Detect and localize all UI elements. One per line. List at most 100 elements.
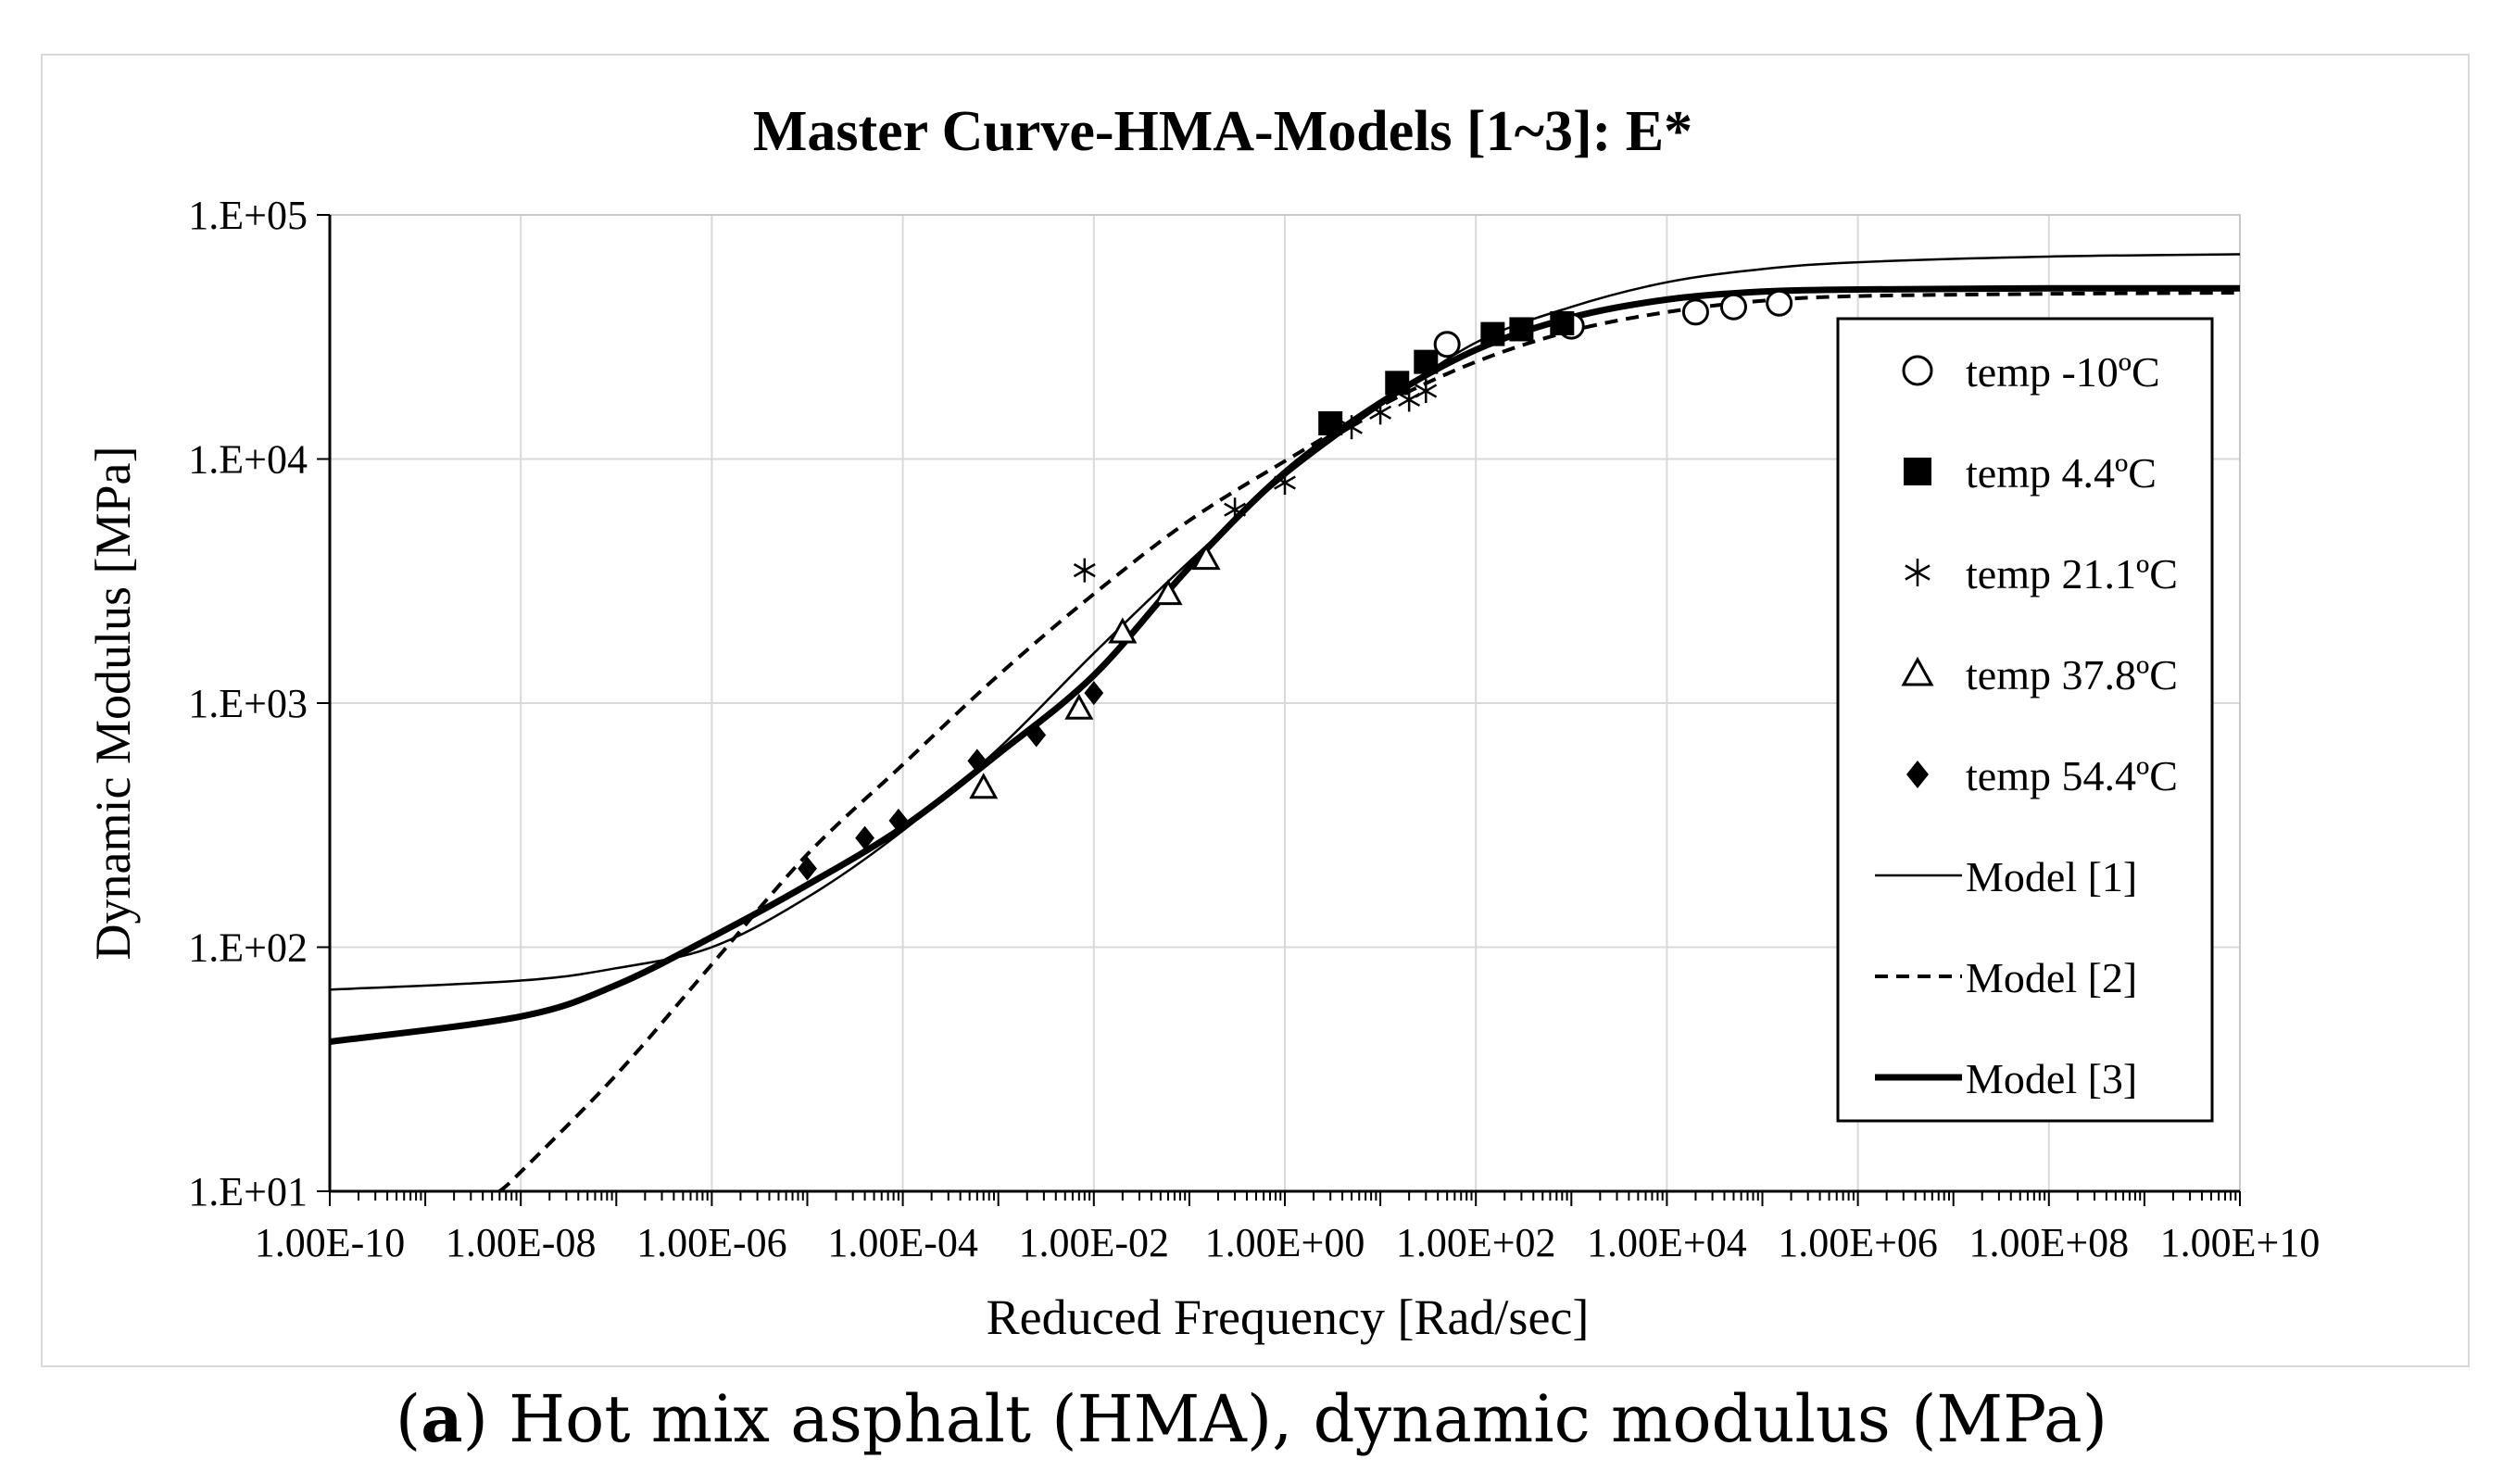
- legend-marker-shape: [1902, 355, 1933, 386]
- series-layer: [330, 253, 2240, 1191]
- data-point: [1318, 410, 1343, 435]
- x-tick-label: 1.00E-08: [446, 1220, 597, 1265]
- data-point: [1026, 723, 1047, 748]
- legend-marker: [1901, 656, 1934, 686]
- legend-label: temp -10ºC: [1966, 348, 2160, 396]
- data-point-shape: [1433, 331, 1461, 358]
- legend-box: [1836, 317, 2214, 1123]
- legend-label: Model [3]: [1966, 1055, 2137, 1102]
- legend-marker: [1905, 559, 1931, 586]
- data-point-shape: [1108, 617, 1138, 644]
- data-point: [888, 808, 909, 833]
- data-point: [1385, 371, 1410, 396]
- data-point-shape: [1153, 579, 1183, 606]
- caption-text: Hot mix asphalt (HMA), dynamic modulus (…: [509, 1381, 2108, 1457]
- data-point: [1414, 349, 1439, 374]
- legend-label: temp 54.4ºC: [1966, 752, 2178, 799]
- data-point-shape: [1681, 298, 1709, 326]
- data-point-shape: [969, 773, 999, 799]
- legend-item-temp-10-c: temp -10ºC: [1902, 348, 2160, 396]
- data-point: [1274, 471, 1296, 496]
- data-point-shape: [1719, 293, 1747, 321]
- x-tick-label: 1.00E-02: [1019, 1220, 1170, 1265]
- series-temp-37-8-c: [969, 544, 1221, 799]
- y-tick-label: 1.E+01: [188, 1169, 308, 1214]
- x-tick-label: 1.00E+00: [1205, 1220, 1365, 1265]
- series-line-model-2: [497, 291, 2240, 1191]
- legend-label: temp 37.8ºC: [1966, 651, 2178, 698]
- x-tick-label: 1.00E+02: [1396, 1220, 1556, 1265]
- legend-marker-shape: [1904, 458, 1931, 485]
- data-point-shape: [1318, 410, 1343, 435]
- legend-marker: [1904, 458, 1931, 485]
- data-point: [1433, 331, 1461, 358]
- data-point-shape: [1026, 723, 1047, 748]
- data-point-stroke: [1274, 475, 1296, 490]
- legend-marker-shape: [1901, 656, 1934, 686]
- axis-layer: [317, 214, 2241, 1206]
- data-point: [967, 748, 987, 773]
- legend-item-temp-37-8-c: temp 37.8ºC: [1901, 651, 2178, 698]
- data-point-shape: [1550, 310, 1575, 335]
- data-point-shape: [798, 856, 817, 881]
- legend-marker-stroke: [1905, 564, 1931, 581]
- series-temp-21-1-c: [1073, 379, 1438, 583]
- chart-title: Master Curve-HMA-Models [1~3]: E*: [753, 100, 1692, 163]
- x-tick-label: 1.00E-04: [827, 1220, 978, 1265]
- data-point-shape: [855, 825, 874, 850]
- data-point: [1681, 298, 1709, 326]
- legend-label: temp 21.1ºC: [1966, 550, 2178, 597]
- data-point-stroke: [1340, 420, 1363, 434]
- x-tick-label: 1.00E-06: [636, 1220, 787, 1265]
- data-point-stroke: [1415, 384, 1438, 398]
- data-point-shape: [1480, 321, 1505, 346]
- legend-marker: [1906, 761, 1929, 788]
- data-point-shape: [1766, 289, 1793, 317]
- tick-label-layer: 1.00E-10 1.00E-08 1.00E-06 1.00E-04 1.00E-02…: [188, 193, 2320, 1265]
- legend-marker-shape: [1906, 761, 1929, 788]
- legend-item-model-3: Model [3]: [1875, 1055, 2137, 1102]
- data-point: [1480, 321, 1505, 346]
- data-point: [1550, 310, 1575, 335]
- x-tick-label: 1.00E+10: [2160, 1220, 2321, 1265]
- legend-item-model-1: Model [1]: [1875, 853, 2137, 900]
- data-point: [1191, 544, 1221, 571]
- data-point: [1153, 579, 1183, 606]
- data-point-stroke: [1224, 502, 1247, 517]
- y-tick-label: 1.E+05: [188, 193, 308, 238]
- legend-label: Model [1]: [1966, 853, 2137, 900]
- x-tick-label: 1.00E+08: [1968, 1220, 2129, 1265]
- data-point: [1719, 293, 1747, 321]
- legend-item-model-2: Model [2]: [1875, 954, 2137, 1001]
- legend-marker: [1902, 355, 1933, 386]
- data-point: [1064, 693, 1094, 720]
- x-tick-label: 1.00E+04: [1587, 1220, 1747, 1265]
- data-point: [1073, 558, 1096, 583]
- data-point-shape: [1191, 544, 1221, 571]
- y-tick-label: 1.E+03: [188, 681, 308, 726]
- legend-item-temp-21-1-c: temp 21.1ºC: [1905, 550, 2178, 597]
- data-point: [1084, 681, 1104, 706]
- legend-item-temp-4-4-c: temp 4.4ºC: [1904, 449, 2157, 497]
- x-tick-label: 1.00E+06: [1778, 1220, 1938, 1265]
- data-point-shape: [888, 808, 909, 833]
- legend-label: temp 4.4ºC: [1966, 449, 2157, 497]
- data-point: [1369, 400, 1392, 425]
- data-point-stroke: [1073, 563, 1096, 578]
- data-point: [855, 825, 874, 850]
- figure-caption: (a) Hot mix asphalt (HMA), dynamic modul…: [395, 1380, 2108, 1457]
- data-point-shape: [1064, 693, 1094, 720]
- data-point: [1509, 317, 1534, 342]
- data-point: [1224, 497, 1247, 522]
- data-point: [798, 856, 817, 881]
- legend-item-temp-54-4-c: temp 54.4ºC: [1906, 752, 2178, 799]
- data-point: [969, 773, 999, 799]
- legend-items: temp -10ºC temp 4.4ºC temp 21.1ºC temp 37.8…: [1875, 348, 2178, 1102]
- data-point-shape: [1385, 371, 1410, 396]
- data-point: [1108, 617, 1138, 644]
- data-point-shape: [1414, 349, 1439, 374]
- series-temp-4-4-c: [1318, 310, 1575, 435]
- x-tick-label: 1.00E-10: [255, 1220, 406, 1265]
- series-temp-54-4-c: [798, 681, 1104, 881]
- legend: temp -10ºC temp 4.4ºC temp 21.1ºC temp 37.8…: [1836, 317, 2214, 1123]
